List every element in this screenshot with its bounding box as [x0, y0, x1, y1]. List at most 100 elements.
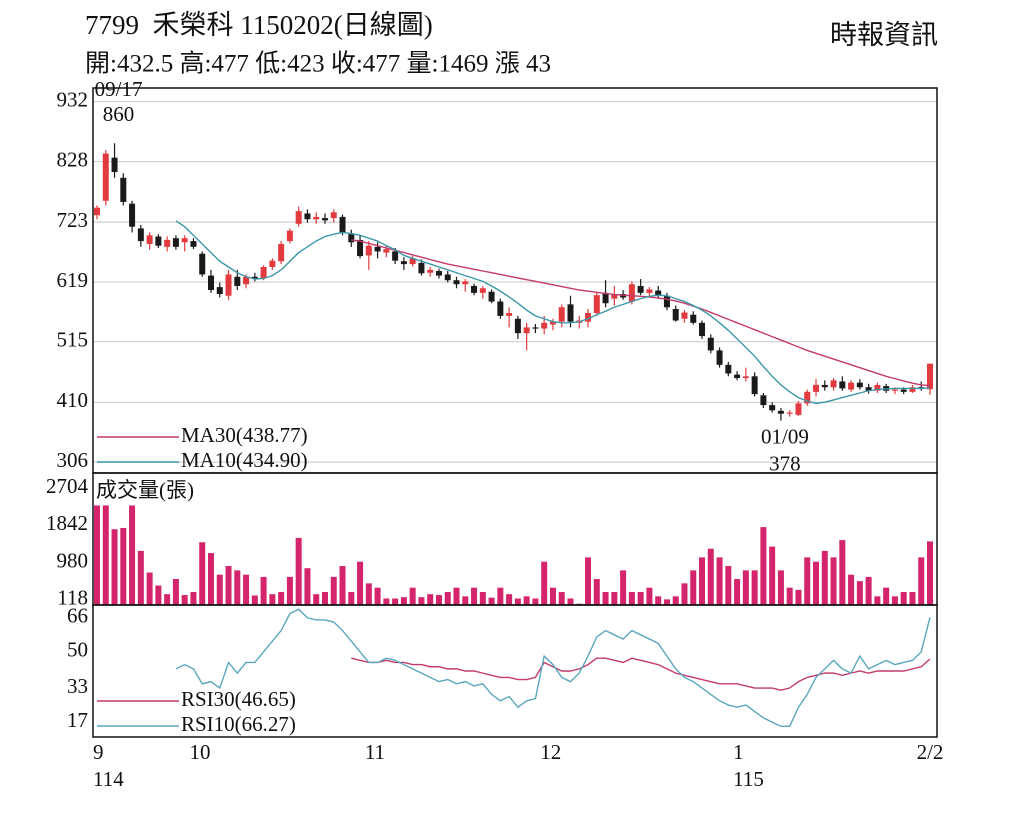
volume-bar — [821, 550, 828, 605]
x-year-label: 115 — [733, 767, 764, 791]
y-tick-label: 410 — [57, 388, 89, 412]
candle-body — [786, 412, 793, 414]
volume-bar — [541, 561, 548, 605]
volume-bar — [637, 592, 644, 605]
volume-bar — [383, 598, 390, 605]
volume-bar — [374, 587, 381, 605]
volume-bar — [392, 598, 399, 605]
volume-bar — [734, 579, 741, 605]
candle-body — [409, 258, 416, 265]
candle-body — [199, 253, 206, 275]
volume-bar — [602, 592, 609, 605]
candle-body — [207, 275, 214, 290]
series-line — [175, 220, 931, 405]
candle-body — [716, 350, 723, 365]
candle-body — [304, 213, 311, 220]
candle-body — [286, 230, 293, 242]
candle-body — [137, 228, 144, 242]
volume-bar — [760, 527, 767, 605]
candle-body — [146, 235, 153, 244]
y-tick-label: 66 — [67, 604, 88, 628]
candle-body — [602, 292, 609, 304]
volume-bar — [620, 570, 627, 605]
candle-body — [497, 301, 504, 316]
volume-bar — [199, 542, 206, 605]
candle-body — [856, 382, 863, 388]
volume-bar — [707, 548, 714, 605]
candle-body — [506, 313, 513, 316]
volume-bar — [190, 592, 197, 605]
volume-bar — [848, 574, 855, 605]
volume-bar — [94, 505, 100, 605]
candle-body — [909, 387, 916, 392]
volume-bar — [690, 570, 697, 605]
y-tick-label: 306 — [57, 448, 89, 472]
candle-body — [813, 384, 820, 392]
candle-body — [567, 304, 574, 322]
candle-body — [558, 307, 565, 322]
candle-body — [611, 294, 618, 299]
candle-body — [111, 157, 118, 173]
candle-body — [585, 313, 592, 322]
volume-bar — [699, 557, 706, 605]
volume-bar — [278, 592, 285, 605]
series-line — [351, 657, 931, 691]
candle-body — [751, 376, 758, 395]
candle-body — [427, 269, 434, 273]
volume-bar — [751, 570, 758, 605]
candle-body — [532, 327, 539, 329]
volume-bar — [900, 592, 907, 605]
volume-bar — [725, 566, 732, 605]
y-tick-label: 118 — [57, 586, 88, 610]
legend-label: RSI10(66.27) — [181, 712, 296, 736]
volume-bar — [155, 585, 162, 605]
candle-body — [593, 295, 600, 314]
candle-body — [514, 318, 521, 334]
candle-body — [821, 384, 828, 388]
volume-bar — [804, 557, 811, 605]
candle-body — [348, 234, 355, 243]
volume-bar — [321, 592, 328, 605]
volume-bar — [348, 592, 355, 605]
candle-body — [663, 295, 670, 308]
candle-body — [927, 363, 933, 390]
candle-body — [278, 243, 285, 262]
y-tick-label: 723 — [57, 208, 89, 232]
volume-bar — [672, 596, 679, 605]
candle-body — [295, 211, 302, 224]
volume-bar — [216, 574, 223, 605]
annotation-date: 01/09 — [761, 424, 809, 448]
volume-bar — [286, 576, 293, 605]
x-tick-label: 1 — [733, 740, 744, 764]
series-line — [175, 608, 931, 728]
volume-bar — [400, 597, 407, 605]
candle-body — [734, 374, 741, 379]
volume-bar — [418, 597, 425, 605]
volume-bar — [795, 589, 802, 605]
annotation-value: 378 — [769, 451, 801, 475]
candle-body — [374, 246, 381, 252]
candle-body — [444, 274, 451, 281]
volume-bar — [786, 587, 793, 605]
volume-bar — [444, 592, 451, 605]
volume-bar — [313, 594, 320, 605]
y-tick-label: 980 — [57, 548, 89, 572]
volume-bar — [330, 576, 337, 605]
volume-bar — [181, 595, 188, 605]
candle-body — [181, 238, 188, 243]
x-year-label: 114 — [93, 767, 124, 791]
candle-body — [760, 395, 767, 406]
volume-bar — [435, 595, 442, 605]
candle-body — [321, 218, 328, 221]
volume-bar — [611, 592, 618, 605]
volume-bar — [523, 596, 530, 605]
volume-bar — [260, 576, 267, 605]
volume-bar — [453, 587, 460, 605]
panel-frame — [92, 604, 938, 738]
candle-body — [453, 280, 460, 285]
legend-label: MA10(434.90) — [181, 448, 308, 472]
volume-bar — [120, 527, 127, 605]
annotation-date: 09/17 — [95, 77, 143, 101]
volume-bar — [365, 583, 372, 605]
